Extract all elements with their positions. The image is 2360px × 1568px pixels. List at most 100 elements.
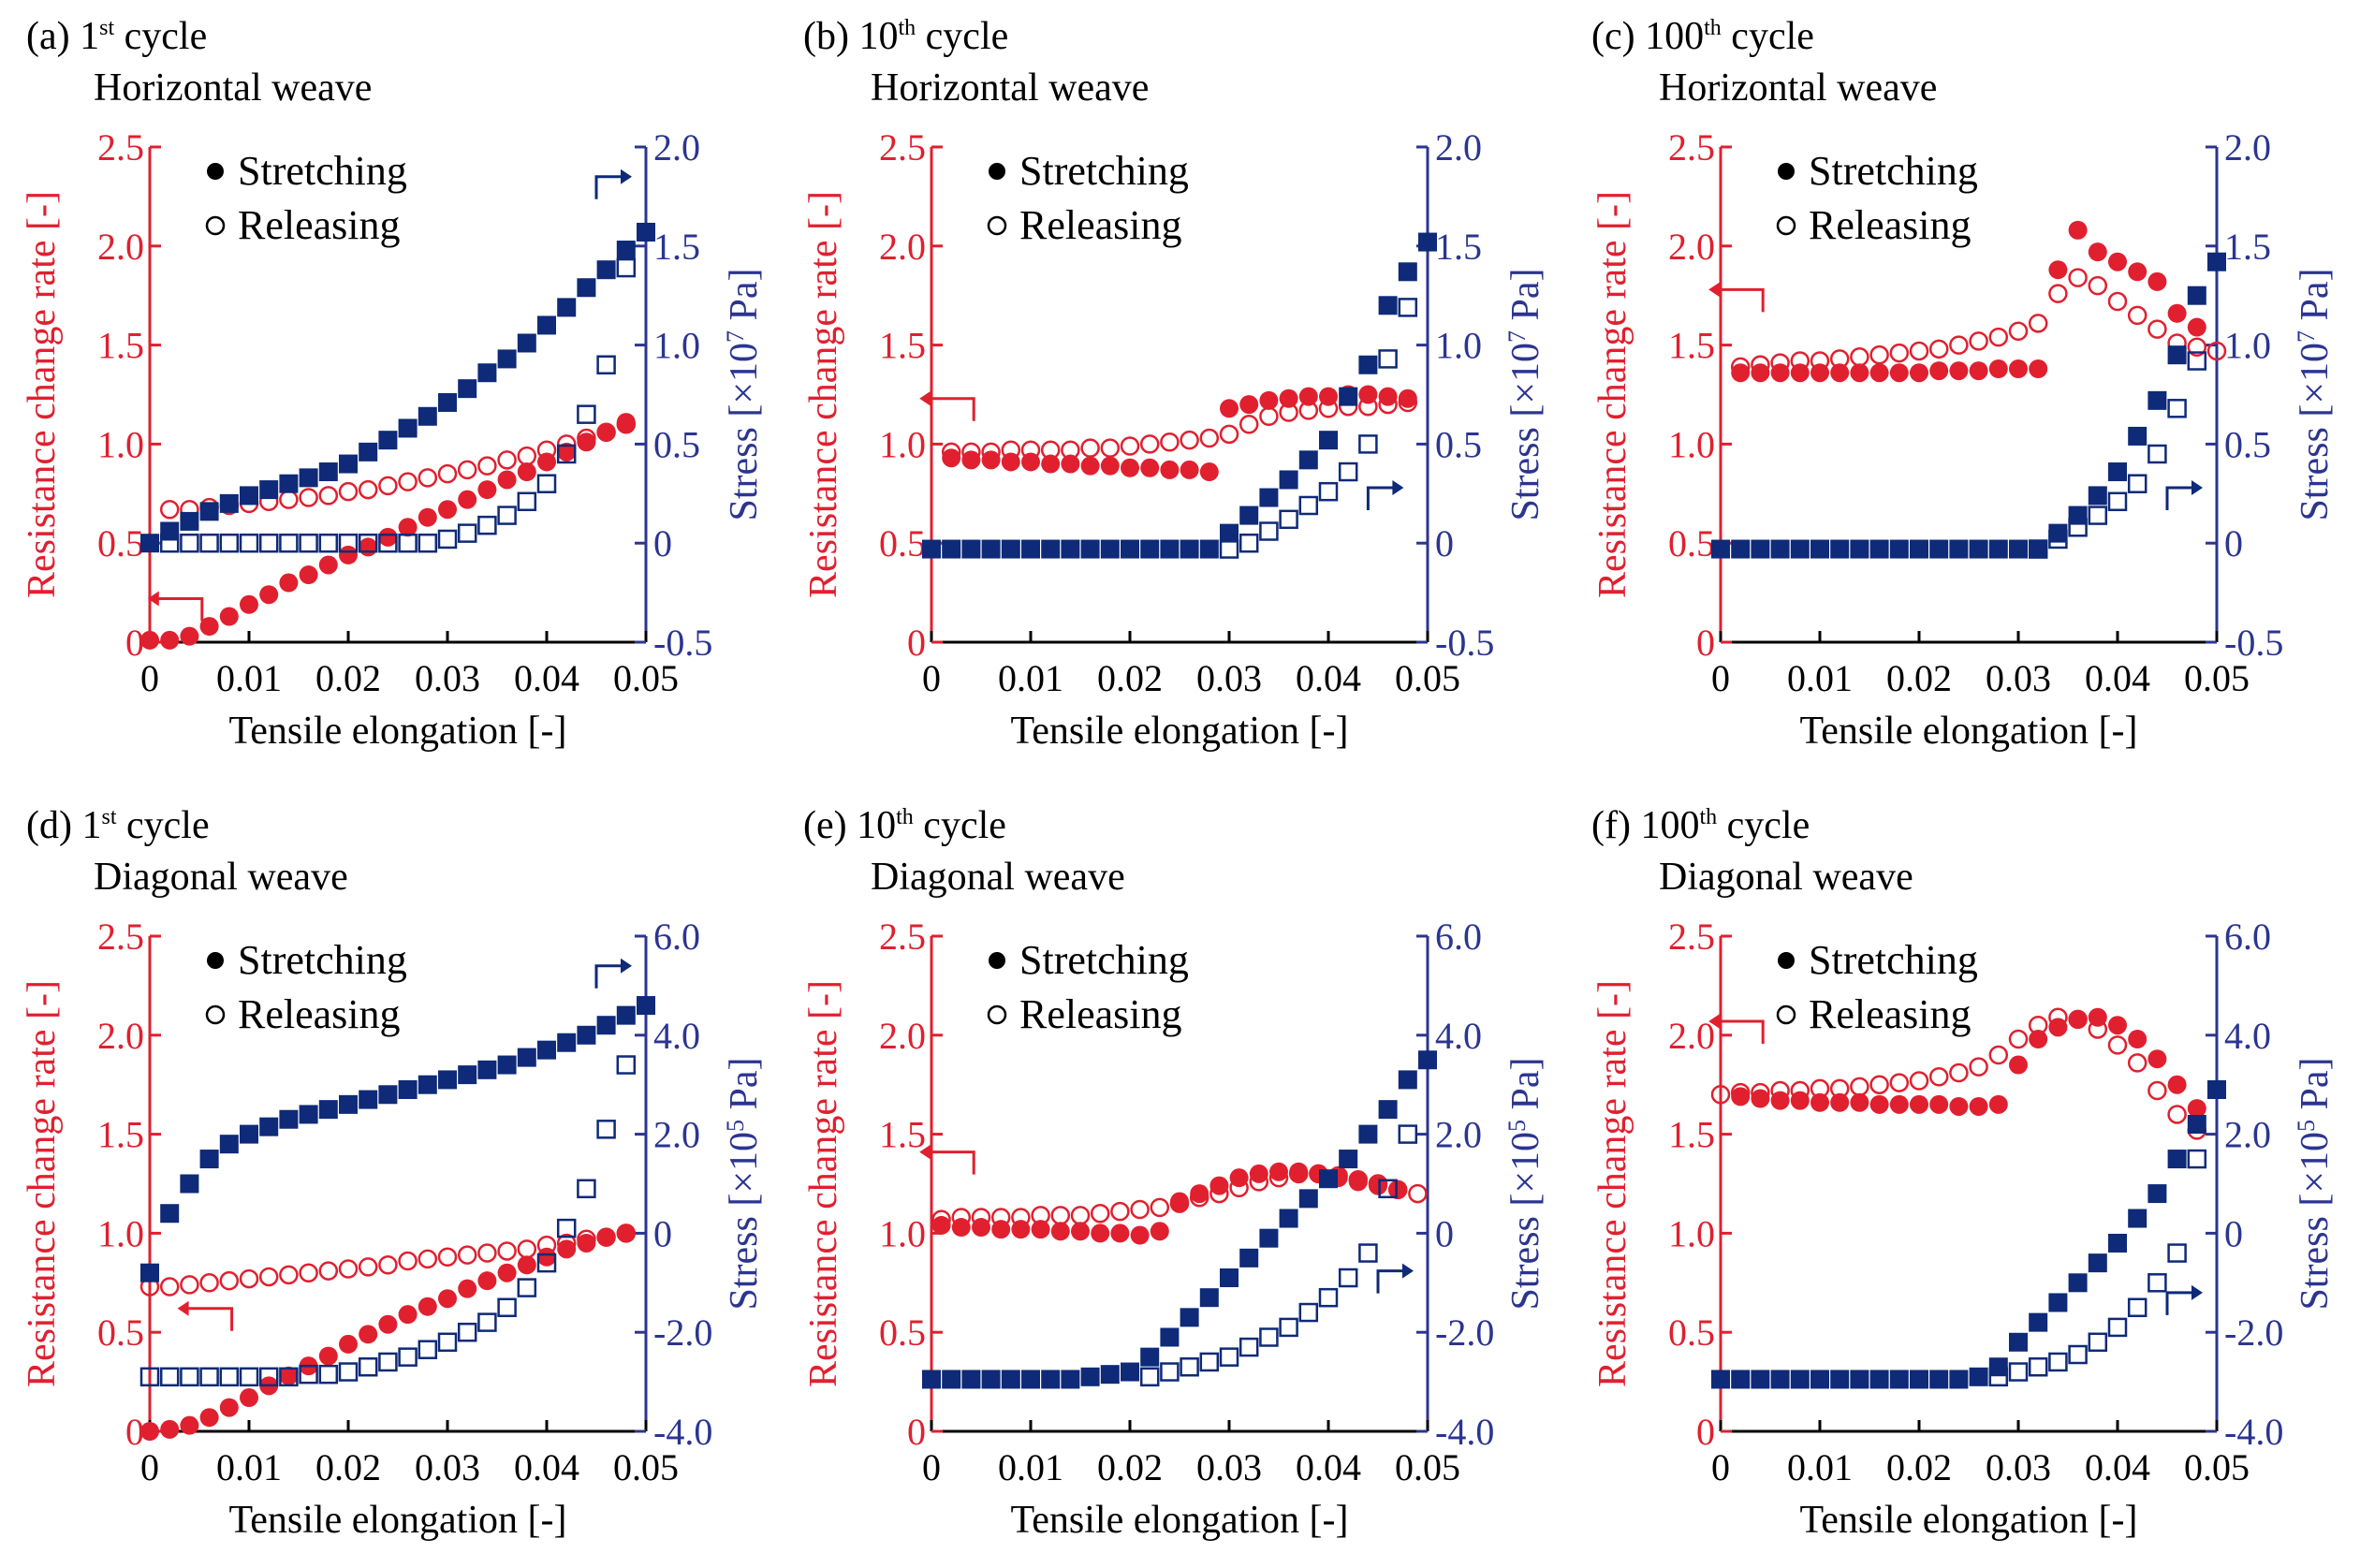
resistance-stretching-point (577, 432, 596, 452)
stress-stretching-point (961, 1370, 981, 1389)
resistance-stretching-point (2068, 220, 2088, 240)
stress-stretching-point (418, 406, 437, 426)
resistance-releasing-point (1268, 1167, 1289, 1188)
resistance-releasing-point (497, 450, 517, 470)
resistance-releasing-point (2167, 1105, 2187, 1124)
resistance-releasing-point (1949, 335, 1969, 355)
resistance-stretching-point (1830, 1092, 1850, 1112)
resistance-releasing-point (2147, 1080, 2167, 1101)
cycle-word: cycle (1717, 804, 1810, 847)
stress-stretching-point (1810, 539, 1829, 559)
resistance-stretching-point (398, 518, 418, 537)
x-tick-label: 0.03 (1196, 657, 1262, 699)
resistance-stretching-point (1110, 1224, 1130, 1243)
resistance-stretching-point (972, 1218, 990, 1238)
resistance-releasing-point (299, 1263, 318, 1282)
resistance-stretching-point (1071, 1222, 1090, 1241)
resistance-releasing-point (1070, 1206, 1091, 1225)
resistance-stretching-point (418, 1297, 437, 1316)
stress-stretching-point (2029, 1312, 2048, 1332)
resistance-stretching-point (140, 1422, 159, 1441)
resistance-releasing-point (378, 476, 398, 496)
y-right-tick-label: 1.0 (1435, 325, 1482, 367)
resistance-stretching-point (2147, 271, 2167, 291)
stress-releasing-point (1338, 1268, 1358, 1288)
x-tick-label: 0.01 (1787, 1446, 1853, 1488)
resistance-releasing-point (941, 442, 961, 462)
legend-stretching-label: Stretching (1809, 937, 1978, 983)
cycle-number: 10 (858, 15, 899, 58)
resistance-releasing-point (1239, 414, 1259, 434)
x-tick-label: 0.04 (1296, 657, 1361, 699)
resistance-releasing-point (1790, 1080, 1810, 1101)
y-right-axis-label: Stress [×107 Pa] (2293, 268, 2337, 520)
y-right-axis-label: Stress [×105 Pa] (2293, 1057, 2337, 1310)
resistance-stretching-point (1810, 1092, 1829, 1112)
resistance-releasing-point (2107, 291, 2128, 312)
stress-stretching-point (259, 1117, 279, 1136)
stress-stretching-point (537, 1040, 556, 1060)
stress-stretching-point (1910, 539, 1928, 559)
right-axis-indicator-arrow (594, 175, 628, 199)
stress-stretching-point (981, 1370, 1001, 1389)
y-right-label-post: Pa] (1504, 268, 1547, 330)
panel-cycle-line: (f) 100th cycle (1591, 800, 1913, 852)
stress-releasing-point (239, 1367, 259, 1387)
resistance-releasing-point (378, 1255, 398, 1275)
stress-stretching-point (577, 1025, 596, 1045)
y-right-tick-label: 0.5 (2224, 423, 2271, 465)
left-axis-indicator-arrow (1712, 1019, 1765, 1044)
resistance-releasing-point (517, 1239, 537, 1259)
stress-stretching-point (458, 379, 477, 399)
resistance-stretching-point (1091, 1224, 1110, 1243)
x-tick-label: 0.03 (1986, 657, 2051, 699)
x-tick-label: 0.02 (1097, 657, 1163, 699)
stress-stretching-point (1100, 1365, 1120, 1385)
resistance-releasing-point (961, 442, 981, 462)
resistance-releasing-point (2008, 321, 2029, 342)
resistance-releasing-point (418, 468, 438, 488)
resistance-releasing-point (1730, 357, 1751, 377)
legend-stretching-label: Stretching (1019, 148, 1189, 194)
cycle-number: 1 (81, 804, 102, 847)
y-right-tick-label: 1.5 (1435, 226, 1482, 268)
resistance-releasing-point (1770, 353, 1790, 373)
resistance-stretching-point (1910, 363, 1928, 383)
left-axis-arrowhead (919, 1144, 931, 1160)
x-tick-label: 0.01 (1787, 657, 1853, 699)
stress-releasing-point (2107, 491, 2128, 512)
resistance-releasing-point (596, 1227, 616, 1247)
stress-stretching-point (497, 349, 517, 369)
y-left-tick-label: 2.5 (97, 126, 144, 169)
stress-stretching-point (1810, 1370, 1829, 1389)
stress-stretching-point (299, 1105, 318, 1124)
stress-stretching-point (596, 260, 616, 280)
stress-stretching-point (1080, 1367, 1100, 1386)
y-right-axis-label: Stress [×107 Pa] (722, 268, 766, 520)
stress-releasing-point (1239, 533, 1259, 553)
left-axis-indicator-arrow (923, 397, 975, 421)
chart-panel: 0 0.01 0.02 0.03 0.04 0.05 0 0.5 1.0 1.5 2.0 2.5 -4.… (21, 916, 766, 1542)
stress-stretching-point (1239, 506, 1259, 525)
stress-stretching-point (1731, 539, 1751, 559)
panel-subtitle: Horizontal weave (871, 66, 1150, 110)
stress-stretching-point (140, 534, 159, 553)
resistance-releasing-point (1031, 1206, 1050, 1225)
cycle-word: cycle (114, 15, 208, 58)
y-right-tick-label: -0.5 (653, 622, 712, 664)
chart-panel: 0 0.01 0.02 0.03 0.04 0.05 0 0.5 1.0 1.5 2.0 2.5 -0.… (802, 126, 1547, 753)
y-right-label-exp: 5 (722, 1120, 749, 1132)
resistance-releasing-point (556, 434, 577, 454)
cycle-ordinal: th (896, 805, 914, 829)
panel-subtitle: Horizontal weave (1659, 66, 1938, 110)
panel-label: (e) (803, 804, 858, 847)
resistance-stretching-point (1869, 1094, 1889, 1114)
resistance-stretching-point (1180, 460, 1199, 479)
resistance-releasing-point (1869, 344, 1889, 365)
stress-stretching-point (1988, 1357, 2008, 1377)
stress-stretching-point (1298, 1189, 1318, 1209)
x-tick-label: 0.05 (613, 1446, 679, 1488)
y-right-tick-label: 1.5 (2224, 226, 2271, 268)
stress-stretching-point (359, 1090, 378, 1109)
resistance-stretching-point (1041, 454, 1061, 474)
